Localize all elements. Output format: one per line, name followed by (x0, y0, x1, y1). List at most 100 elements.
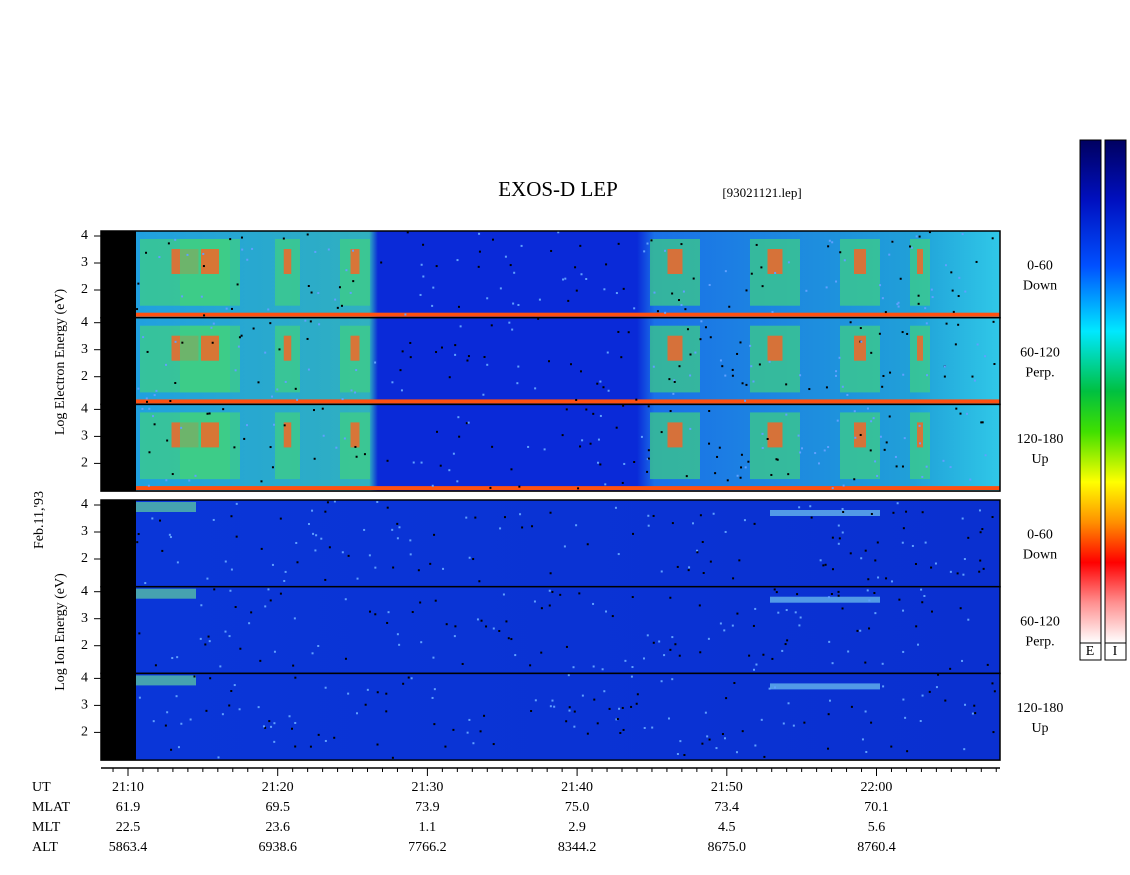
noise (467, 421, 470, 424)
noise (208, 412, 211, 415)
noise (805, 289, 808, 292)
noise (548, 604, 551, 607)
axis-value: 73.9 (415, 800, 440, 815)
noise (676, 753, 679, 756)
noise (260, 547, 263, 550)
noise (391, 528, 394, 531)
noise (606, 351, 609, 354)
noise (707, 637, 710, 640)
noise (369, 610, 372, 613)
noise (646, 634, 649, 637)
noise (283, 579, 286, 582)
noise (763, 755, 766, 758)
noise (721, 365, 724, 368)
noise (534, 699, 537, 702)
axis-value: 22:00 (861, 780, 893, 795)
noise (586, 543, 589, 546)
noise (651, 726, 654, 729)
noise (884, 311, 887, 314)
noise (698, 604, 701, 607)
panel-direction: Up (1031, 721, 1048, 736)
y-tick-label: 4 (81, 671, 88, 686)
noise (878, 332, 881, 335)
noise (873, 592, 876, 595)
axis-value: 21:40 (561, 780, 593, 795)
noise (507, 637, 510, 640)
colorbar-label: E (1086, 644, 1095, 659)
noise (785, 413, 788, 416)
noise (712, 512, 715, 515)
noise (431, 304, 434, 307)
noise (623, 462, 626, 465)
noise (387, 611, 390, 614)
noise (963, 558, 966, 561)
noise (874, 559, 877, 562)
noise (647, 514, 650, 517)
noise (622, 728, 625, 731)
noise (549, 511, 552, 514)
noise (294, 387, 297, 390)
noise (781, 649, 784, 652)
panel-angle: 120-180 (1017, 432, 1064, 447)
noise (904, 716, 907, 719)
noise (944, 699, 947, 702)
noise (673, 380, 676, 383)
noise (616, 718, 619, 721)
noise (692, 277, 695, 280)
noise (562, 278, 565, 281)
noise (891, 240, 894, 243)
noise (825, 286, 828, 289)
noise (825, 386, 828, 389)
noise (889, 371, 892, 374)
noise (314, 250, 317, 253)
noise (728, 305, 731, 308)
noise (575, 524, 578, 527)
flux-band (770, 510, 880, 516)
noise (745, 289, 748, 292)
noise (252, 327, 255, 330)
noise (967, 536, 970, 539)
axis-value: 21:50 (711, 780, 743, 795)
noise (627, 331, 630, 334)
noise (868, 627, 871, 630)
noise (565, 645, 568, 648)
noise (457, 305, 460, 308)
noise (589, 442, 592, 445)
noise (352, 280, 355, 283)
flux-band (136, 502, 196, 512)
noise (773, 588, 776, 591)
noise (817, 462, 820, 465)
noise (499, 287, 502, 290)
noise (921, 511, 924, 514)
noise (136, 308, 139, 311)
axis-value: 1.1 (419, 820, 437, 835)
noise (885, 441, 888, 444)
noise (924, 541, 927, 544)
noise (154, 664, 157, 667)
noise (153, 423, 156, 426)
flux-core (854, 335, 866, 361)
noise (691, 522, 694, 525)
noise (740, 453, 743, 456)
noise (313, 457, 316, 460)
noise (209, 677, 212, 680)
noise (354, 391, 357, 394)
noise (592, 602, 595, 605)
noise (891, 580, 894, 583)
noise (685, 475, 688, 478)
noise (859, 629, 862, 632)
noise (770, 473, 773, 476)
noise (490, 324, 493, 327)
noise (597, 438, 600, 441)
noise (267, 308, 270, 311)
noise (531, 525, 534, 528)
noise (363, 528, 366, 531)
axis-value: 75.0 (565, 800, 590, 815)
noise (165, 363, 168, 366)
noise (831, 487, 834, 490)
noise (702, 571, 705, 574)
noise (896, 502, 899, 505)
noise (799, 374, 802, 377)
noise (519, 513, 522, 516)
